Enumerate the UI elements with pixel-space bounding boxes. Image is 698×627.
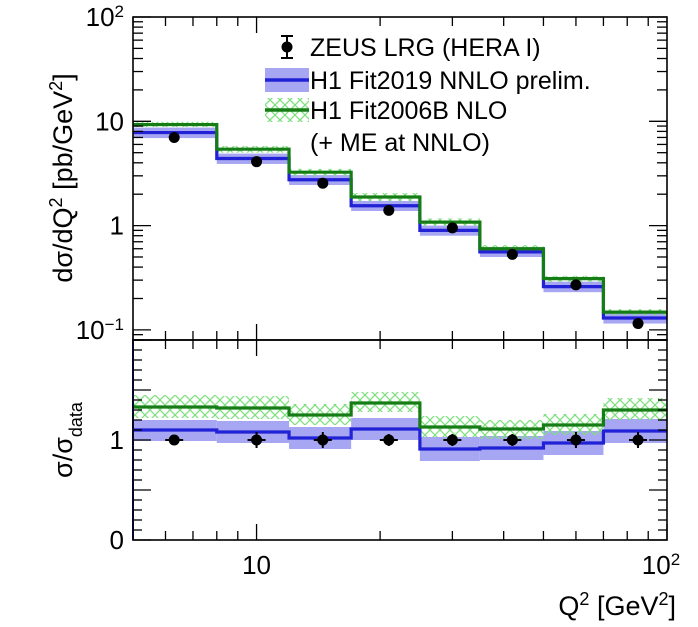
x-title-unit: [GeV (589, 591, 658, 621)
top-y-axis-title: dσ/dQ2 [pb/GeV2] (46, 73, 78, 282)
legend: ZEUS LRG (HERA I) H1 Fit2019 NNLO prelim… (265, 34, 591, 157)
legend-label-h1-2019: H1 Fit2019 NNLO prelim. (310, 67, 591, 95)
bottom-data-point (247, 432, 266, 448)
top-y-title-sup: 2 (46, 197, 66, 207)
x-axis-title: Q2 [GeV2] (558, 589, 676, 621)
top-ticks: 102 10 1 10−1 (76, 2, 667, 345)
bottom-data-point (443, 434, 462, 446)
x-tick-label: 102 (642, 550, 680, 581)
bottom-data-point (313, 432, 332, 448)
bottom-fit2006-line (133, 401, 667, 431)
legend-label-h1-2006: H1 Fit2006B NLO (310, 97, 507, 125)
bottom-data-point (503, 434, 522, 446)
top-y-tick-label: 10−1 (76, 314, 124, 345)
bottom-data-point (629, 432, 648, 448)
bottom-y-title-text: σ/σ (48, 437, 78, 478)
top-data-point (446, 222, 458, 234)
top-data-point (570, 279, 582, 291)
bottom-data-point (566, 432, 585, 448)
top-data-point (168, 131, 180, 143)
legend-label-me: (+ ME at NNLO) (310, 129, 490, 157)
top-data-point (317, 177, 329, 189)
bottom-data-point (379, 434, 398, 446)
top-y-title-unit-close: ] (48, 73, 78, 81)
top-data-point (506, 248, 518, 260)
top-y-tick-label: 102 (86, 2, 124, 33)
legend-entry-h1-2019: H1 Fit2019 NNLO prelim. (265, 67, 591, 95)
top-y-tick-label: 1 (110, 211, 124, 241)
top-data-point (383, 204, 395, 216)
bottom-y-tick-label: 1 (110, 425, 124, 455)
x-tick-label: 10 (242, 550, 271, 580)
top-y-title-unit-sup: 2 (46, 81, 66, 91)
bottom-ticks: 0 1 10 102 (110, 339, 680, 581)
top-points (168, 131, 644, 330)
x-title-text: Q (558, 591, 579, 621)
top-fit2006-line (133, 122, 667, 314)
x-title-unit-close: ] (668, 591, 676, 621)
top-data-point (632, 318, 644, 330)
legend-label-zeus: ZEUS LRG (HERA I) (310, 34, 541, 62)
bottom-frame (132, 339, 668, 541)
bottom-y-tick-label: 0 (110, 525, 124, 555)
legend-entry-zeus: ZEUS LRG (HERA I) (281, 34, 541, 62)
top-y-tick-label: 10 (95, 106, 124, 136)
top-y-title-unit: [pb/GeV (48, 91, 78, 198)
top-data-point (251, 156, 263, 168)
bottom-y-axis-title: σ/σdata (48, 401, 86, 478)
bottom-points (165, 432, 648, 448)
bottom-data-point (165, 434, 184, 446)
legend-entry-h1-2006: H1 Fit2006B NLO (265, 97, 507, 125)
top-y-title-text: dσ/dQ (48, 207, 78, 282)
x-title-unit-sup: 2 (658, 589, 668, 609)
bottom-panel: 0 1 10 102 (110, 339, 680, 581)
bottom-y-title-sub: data (66, 401, 86, 437)
x-title-sup: 2 (579, 589, 589, 609)
